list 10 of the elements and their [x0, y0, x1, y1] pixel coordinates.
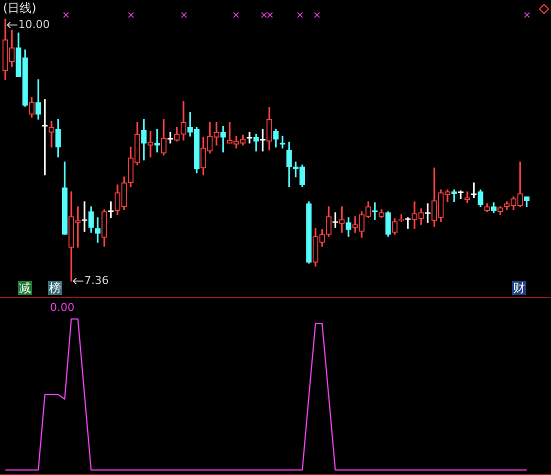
annotation: 榜	[48, 281, 62, 295]
annotation: 财	[512, 281, 526, 295]
candlestick	[148, 130, 154, 158]
annotation: 7.36	[84, 274, 109, 287]
text: 0.00	[50, 301, 74, 314]
annotation: 10.00	[18, 18, 50, 31]
annotation: 减	[18, 281, 32, 295]
candlestick	[82, 201, 88, 232]
candlestick	[48, 120, 54, 148]
chart-title: (日线)	[3, 0, 36, 17]
